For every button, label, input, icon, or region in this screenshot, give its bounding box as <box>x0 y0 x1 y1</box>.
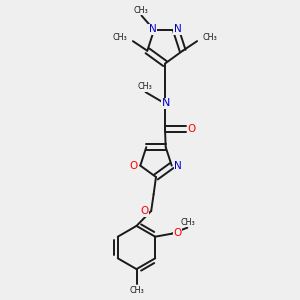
Text: CH₃: CH₃ <box>129 286 144 295</box>
Text: O: O <box>174 228 182 238</box>
Text: CH₃: CH₃ <box>202 33 217 42</box>
Text: O: O <box>130 160 138 171</box>
Text: N: N <box>149 24 156 34</box>
Text: CH₃: CH₃ <box>134 6 148 15</box>
Text: N: N <box>161 98 170 109</box>
Text: CH₃: CH₃ <box>137 82 152 91</box>
Text: CH₃: CH₃ <box>181 218 195 227</box>
Text: N: N <box>174 160 182 171</box>
Text: CH₃: CH₃ <box>113 33 128 42</box>
Text: N: N <box>174 24 181 34</box>
Text: O: O <box>188 124 196 134</box>
Text: O: O <box>140 206 149 217</box>
